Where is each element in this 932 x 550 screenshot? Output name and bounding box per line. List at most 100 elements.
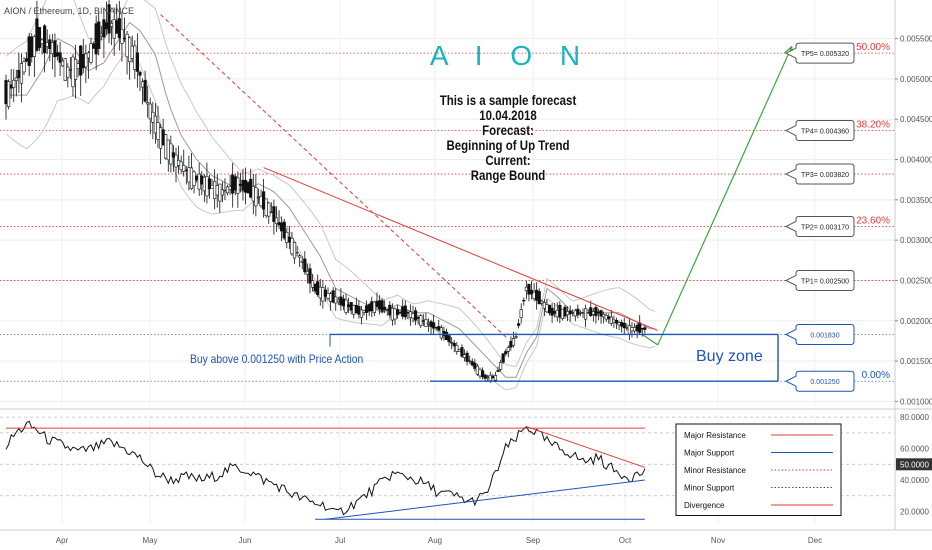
candle-body <box>192 171 196 186</box>
candle-body <box>22 61 26 73</box>
candle-body <box>292 241 297 259</box>
candle-body <box>189 167 194 189</box>
candle-body <box>401 306 405 317</box>
candle-body <box>195 175 199 181</box>
candle-body <box>68 69 73 71</box>
candle-body <box>256 196 261 199</box>
candle-body <box>501 353 505 363</box>
candle-body <box>215 185 219 196</box>
candle-body <box>81 54 85 69</box>
candle-body <box>55 52 60 57</box>
candle-body <box>581 312 585 314</box>
candle-body <box>558 304 562 318</box>
price-axis-label: 0.005500 <box>900 35 932 44</box>
candle-body <box>259 195 263 207</box>
candle-body <box>17 69 21 78</box>
candle-body <box>395 309 400 315</box>
time-axis-label: Sep <box>526 536 541 545</box>
candle-body <box>347 304 351 307</box>
candle-body <box>447 335 451 343</box>
candle-body <box>207 178 212 190</box>
price-callout: 0.001830 <box>784 323 855 345</box>
candle-body <box>166 139 170 161</box>
time-axis-label: May <box>142 536 157 545</box>
candle-body <box>408 311 413 319</box>
candle-body <box>220 189 224 196</box>
candle-body <box>388 304 392 316</box>
candle-body <box>635 325 639 332</box>
candle-body <box>452 342 456 347</box>
candle-body <box>4 80 8 105</box>
candle-body <box>612 319 616 323</box>
candle-body <box>249 178 253 198</box>
candle-body <box>84 53 88 68</box>
candle-body <box>63 58 67 81</box>
candle-body <box>138 71 142 76</box>
candle-body <box>344 299 348 313</box>
candle-body <box>143 80 147 102</box>
symbol-label: AION / Ethereum, 1D, BINANCE <box>4 6 135 16</box>
candle-body <box>434 327 438 329</box>
candle-body <box>6 81 11 107</box>
candle-body <box>331 290 335 303</box>
forecast-hook <box>641 333 659 346</box>
candle-body <box>99 33 103 37</box>
candle-body <box>511 338 516 346</box>
candle-body <box>380 300 384 312</box>
time-axis[interactable]: Apr May Jun Jul Aug Sep Oct Nov Dec <box>0 529 932 545</box>
candle-body <box>362 310 366 313</box>
price-axis-label: 0.001000 <box>900 397 932 406</box>
candle-body <box>86 52 91 59</box>
candle-body <box>341 298 346 307</box>
descending-resistance-line <box>263 167 658 331</box>
candle-body <box>596 311 601 314</box>
candle-body <box>25 58 29 62</box>
candle-body <box>638 322 642 333</box>
legend-entry-label: Minor Support <box>684 484 735 493</box>
candle-body <box>285 231 289 243</box>
candle-body <box>287 236 291 243</box>
price-callout: TP4= 0.004360 <box>784 120 855 142</box>
candle-body <box>535 289 539 301</box>
rsi-current-badge <box>896 458 932 471</box>
fib-level-label: 0.00% <box>862 370 890 381</box>
buy-above-note: Buy above 0.001250 with Price Action <box>190 352 364 366</box>
callout-label: TP1= 0.002500 <box>801 278 849 285</box>
candle-body <box>480 370 485 378</box>
candle-body <box>140 81 145 88</box>
candle-body <box>622 322 626 329</box>
fib-level-label: 50.00% <box>856 42 890 53</box>
candle-body <box>146 102 150 105</box>
candle-body <box>336 299 340 302</box>
candle-body <box>573 310 577 317</box>
price-axis[interactable]: 0.001000 0.001500 0.002000 0.002500 0.003000… <box>895 35 932 407</box>
candle-body <box>519 309 523 318</box>
candle-body <box>432 322 436 329</box>
candle-body <box>128 37 132 63</box>
candle-body <box>164 134 168 159</box>
candle-body <box>488 374 492 381</box>
candle-body <box>640 327 644 330</box>
candle-body <box>225 186 230 194</box>
candle-body <box>470 361 474 366</box>
price-callout: TP2= 0.003170 <box>784 215 855 237</box>
candle-body <box>125 33 129 58</box>
candle-body <box>290 238 294 255</box>
price-axis-label: 0.003500 <box>900 196 932 205</box>
candle-body <box>496 370 500 372</box>
candle-body <box>411 313 415 319</box>
candle-body <box>236 177 240 194</box>
candle-body <box>517 323 521 326</box>
candle-body <box>444 331 449 341</box>
rsi-axis[interactable]: 80.0000 60.0000 50.0000 40.0000 20.0000 <box>896 413 932 516</box>
candle-body <box>339 296 343 306</box>
candle-body <box>514 336 518 338</box>
time-axis-label: Oct <box>619 536 632 545</box>
price-axis-label: 0.002500 <box>900 276 932 285</box>
candle-body <box>473 362 477 369</box>
main-chart-gridlines <box>0 0 932 530</box>
time-axis-label: Nov <box>711 536 725 545</box>
candle-body <box>506 347 510 352</box>
candle-body <box>576 308 580 316</box>
